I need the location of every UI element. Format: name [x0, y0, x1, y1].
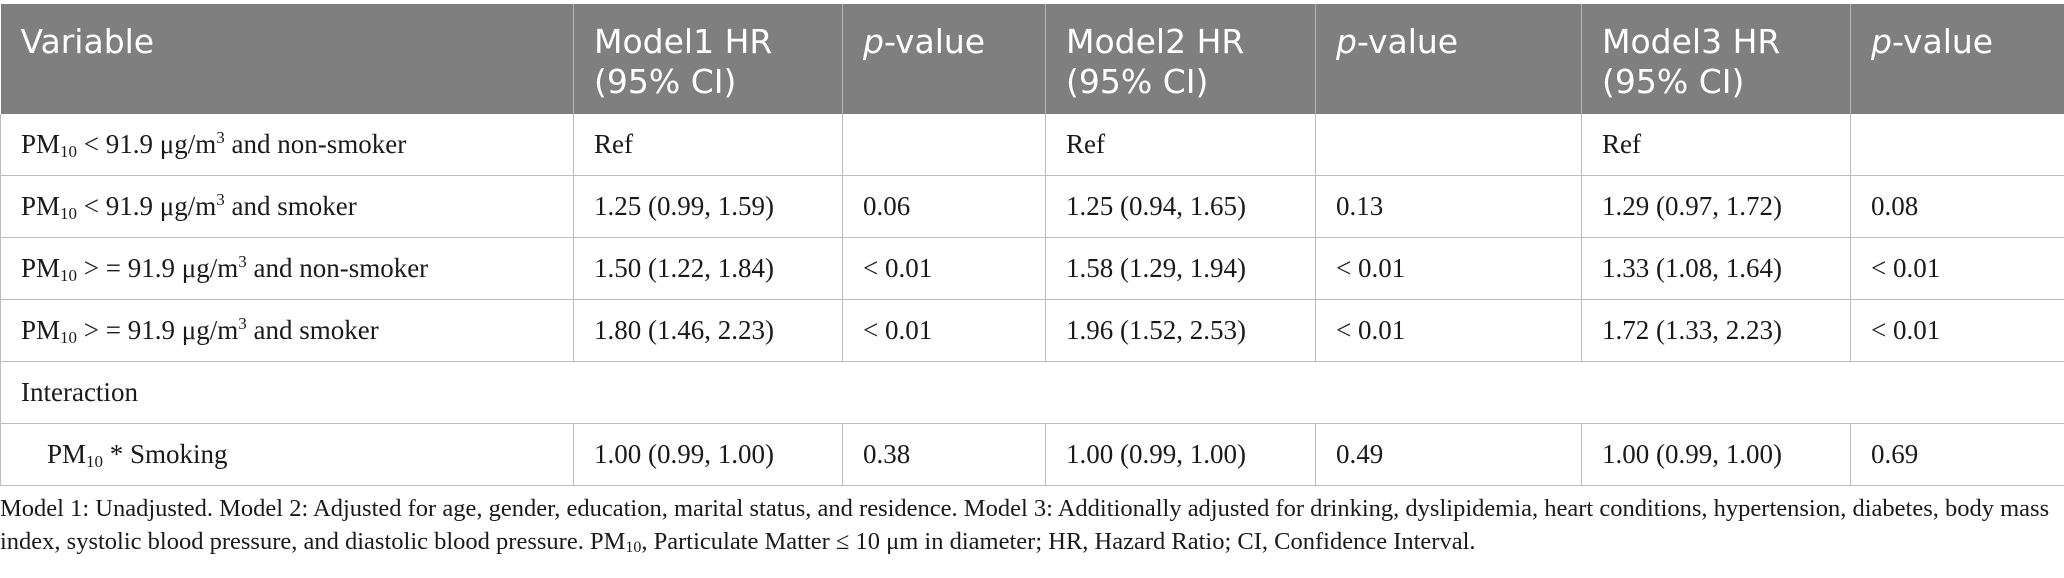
table-row: PM10 > = 91.9 μg/m3 and smoker 1.80 (1.4… — [0, 299, 2064, 362]
header-model3-hr: Model3 HR (95% CI) — [1581, 4, 1851, 114]
model2-p-cell: < 0.01 — [1315, 237, 1582, 300]
interaction-section-row: Interaction — [0, 361, 2064, 424]
unit-superscript: 3 — [216, 190, 225, 209]
interaction-term-text: * Smoking — [103, 439, 228, 469]
model2-hr-cell: 1.58 (1.29, 1.94) — [1045, 237, 1316, 300]
footnote-text-end: , Particulate Matter ≤ 10 μm in diameter… — [641, 528, 1476, 555]
model2-hr-cell: Ref — [1045, 114, 1316, 176]
table-row: PM10 < 91.9 μg/m3 and smoker 1.25 (0.99,… — [0, 175, 2064, 238]
pm-text: PM — [47, 439, 87, 469]
header-p-value-1: p-value — [842, 4, 1046, 114]
pm-subscript: 10 — [625, 539, 642, 556]
header-variable: Variable — [0, 4, 574, 114]
unit-superscript: 3 — [216, 128, 225, 147]
group-text: and non-smoker — [246, 253, 429, 283]
model3-p-cell: 0.08 — [1850, 175, 2064, 238]
model2-hr-cell: 1.25 (0.94, 1.65) — [1045, 175, 1316, 238]
table-header-row: Variable Model1 HR (95% CI) p-value Mode… — [0, 4, 2064, 114]
model2-hr-cell: 1.00 (0.99, 1.00) — [1045, 423, 1316, 486]
pm-text: PM — [21, 129, 61, 159]
variable-cell: PM10 * Smoking — [0, 423, 574, 486]
table-row: PM10 < 91.9 μg/m3 and non-smoker Ref Ref… — [0, 114, 2064, 176]
variable-cell: PM10 > = 91.9 μg/m3 and smoker — [0, 299, 574, 362]
model2-p-cell: 0.13 — [1315, 175, 1582, 238]
variable-cell: PM10 < 91.9 μg/m3 and smoker — [0, 175, 574, 238]
threshold-text: < 91.9 μg/m — [77, 191, 217, 221]
model1-p-cell: < 0.01 — [842, 237, 1046, 300]
header-model1-hr: Model1 HR (95% CI) — [573, 4, 843, 114]
model3-hr-cell: 1.33 (1.08, 1.64) — [1581, 237, 1851, 300]
hazard-ratio-table: Variable Model1 HR (95% CI) p-value Mode… — [0, 4, 2064, 486]
pm-text: PM — [21, 253, 61, 283]
group-text: and smoker — [224, 191, 357, 221]
group-text: and smoker — [246, 315, 379, 345]
model3-p-cell: < 0.01 — [1850, 299, 2064, 362]
table-row: PM10 > = 91.9 μg/m3 and non-smoker 1.50 … — [0, 237, 2064, 300]
results-table-container: Variable Model1 HR (95% CI) p-value Mode… — [0, 4, 2064, 486]
model1-hr-cell: 1.80 (1.46, 2.23) — [573, 299, 843, 362]
threshold-text: > = 91.9 μg/m — [77, 253, 239, 283]
table-footnote: Model 1: Unadjusted. Model 2: Adjusted f… — [0, 492, 2060, 558]
pm-subscript: 10 — [60, 204, 78, 223]
unit-superscript: 3 — [238, 252, 247, 271]
model3-p-cell — [1850, 114, 2064, 176]
model1-hr-cell: Ref — [573, 114, 843, 176]
p-letter: p — [1871, 22, 1892, 61]
pm-subscript: 10 — [60, 142, 78, 161]
interaction-heading: Interaction — [0, 361, 2064, 424]
model2-hr-cell: 1.96 (1.52, 2.53) — [1045, 299, 1316, 362]
variable-cell: PM10 > = 91.9 μg/m3 and non-smoker — [0, 237, 574, 300]
model3-p-cell: 0.69 — [1850, 423, 2064, 486]
pm-subscript: 10 — [60, 328, 78, 347]
model1-p-cell: 0.06 — [842, 175, 1046, 238]
p-suffix: -value — [1891, 22, 1994, 61]
model1-p-cell: 0.38 — [842, 423, 1046, 486]
model3-hr-cell: Ref — [1581, 114, 1851, 176]
model3-hr-cell: 1.00 (0.99, 1.00) — [1581, 423, 1851, 486]
pm-text: PM — [21, 191, 61, 221]
threshold-text: < 91.9 μg/m — [77, 129, 217, 159]
model3-hr-cell: 1.29 (0.97, 1.72) — [1581, 175, 1851, 238]
p-suffix: -value — [883, 22, 986, 61]
header-model2-hr: Model2 HR (95% CI) — [1045, 4, 1316, 114]
table-row: PM10 * Smoking 1.00 (0.99, 1.00) 0.38 1.… — [0, 423, 2064, 486]
variable-cell: PM10 < 91.9 μg/m3 and non-smoker — [0, 114, 574, 176]
model1-hr-cell: 1.50 (1.22, 1.84) — [573, 237, 843, 300]
model1-hr-cell: 1.25 (0.99, 1.59) — [573, 175, 843, 238]
model2-p-cell: 0.49 — [1315, 423, 1582, 486]
model1-hr-cell: 1.00 (0.99, 1.00) — [573, 423, 843, 486]
model3-hr-cell: 1.72 (1.33, 2.23) — [1581, 299, 1851, 362]
header-p-value-3: p-value — [1850, 4, 2064, 114]
model1-p-cell — [842, 114, 1046, 176]
model3-p-cell: < 0.01 — [1850, 237, 2064, 300]
model1-p-cell: < 0.01 — [842, 299, 1046, 362]
p-letter: p — [863, 22, 884, 61]
footnote-text: Model 1: Unadjusted. Model 2: Adjusted f… — [0, 495, 2050, 555]
pm-subscript: 10 — [86, 452, 104, 471]
p-letter: p — [1336, 22, 1357, 61]
pm-text: PM — [21, 315, 61, 345]
p-suffix: -value — [1356, 22, 1459, 61]
threshold-text: > = 91.9 μg/m — [77, 315, 239, 345]
group-text: and non-smoker — [224, 129, 407, 159]
model2-p-cell — [1315, 114, 1582, 176]
header-p-value-2: p-value — [1315, 4, 1582, 114]
unit-superscript: 3 — [238, 314, 247, 333]
pm-subscript: 10 — [60, 266, 78, 285]
model2-p-cell: < 0.01 — [1315, 299, 1582, 362]
